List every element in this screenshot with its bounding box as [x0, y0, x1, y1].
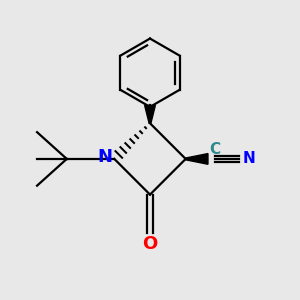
- Text: N: N: [98, 148, 113, 166]
- Text: O: O: [142, 235, 158, 253]
- Text: C: C: [209, 142, 220, 158]
- Polygon shape: [186, 154, 208, 164]
- Text: N: N: [243, 151, 256, 166]
- Polygon shape: [145, 105, 155, 123]
